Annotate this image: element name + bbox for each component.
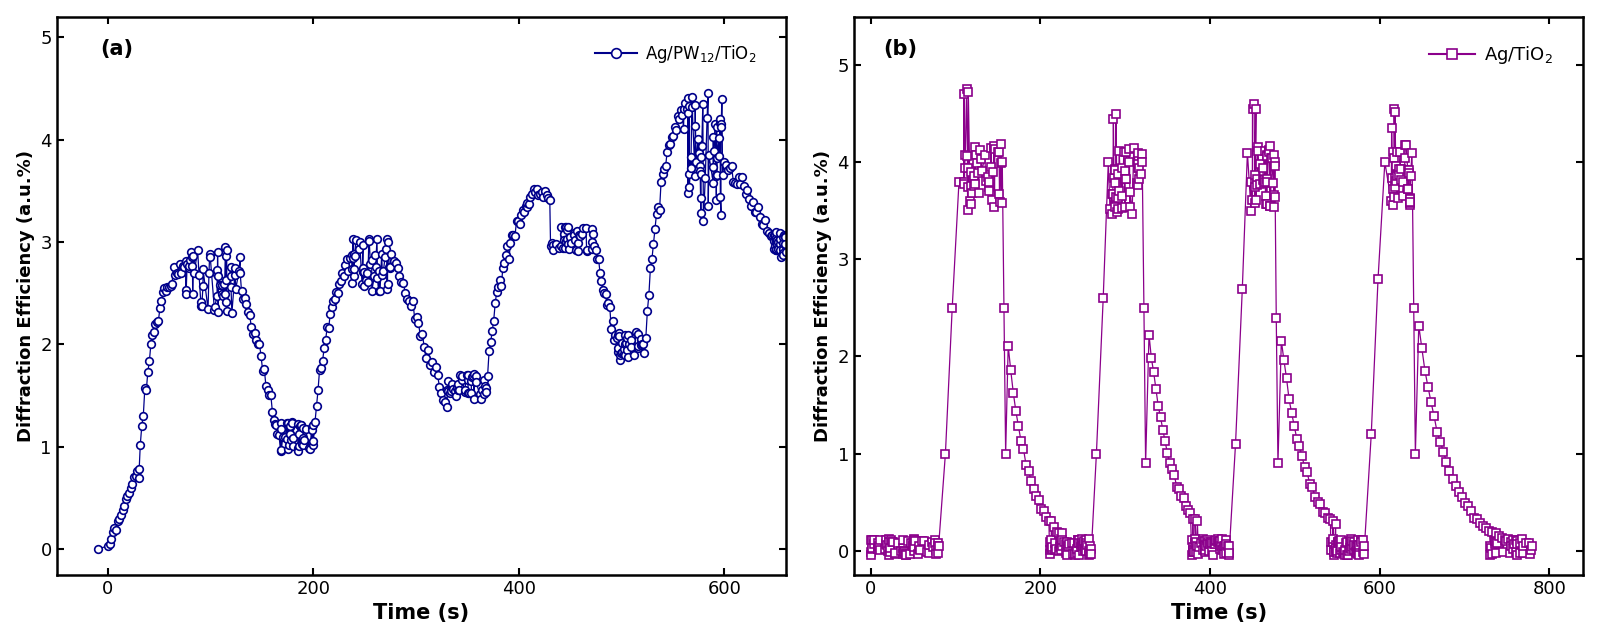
Y-axis label: Diffraction Efficiency (a.u.%): Diffraction Efficiency (a.u.%) xyxy=(814,150,832,442)
Legend: Ag/PW$_{12}$/TiO$_2$: Ag/PW$_{12}$/TiO$_2$ xyxy=(589,36,763,72)
Legend: Ag/TiO$_2$: Ag/TiO$_2$ xyxy=(1422,37,1560,74)
Text: (a): (a) xyxy=(101,39,133,59)
Text: (b): (b) xyxy=(883,39,917,59)
X-axis label: Time (s): Time (s) xyxy=(373,604,469,623)
Y-axis label: Diffraction Efficiency (a.u.%): Diffraction Efficiency (a.u.%) xyxy=(16,150,35,442)
X-axis label: Time (s): Time (s) xyxy=(1171,604,1267,623)
